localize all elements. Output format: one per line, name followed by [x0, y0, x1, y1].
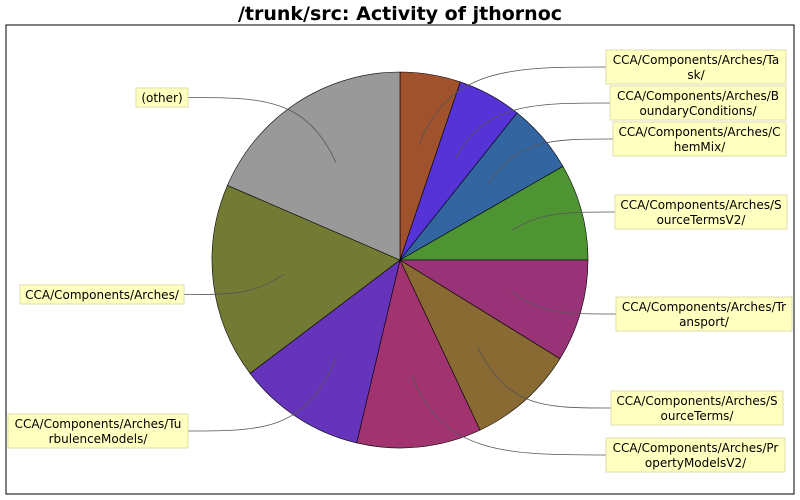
slice-label: ourceTerms/: [661, 409, 735, 423]
label-connector: [488, 138, 614, 185]
pie-slice: [227, 71, 401, 261]
slice-label: CCA/Components/Arches/B: [617, 89, 779, 103]
slice-label-box: [610, 390, 784, 426]
slice-label-box: [612, 121, 787, 157]
slice-label: CCA/Components/Arches/Tu: [15, 417, 182, 431]
plot-frame: [5, 24, 795, 495]
slice-label: CCA/Components/Arches/Tr: [622, 300, 786, 314]
slice-label: ansport/: [679, 315, 730, 329]
slice-labels: CCA/Components/Arches/Task/CCA/Component…: [7, 49, 793, 473]
slice-label: ourceTermsV2/: [657, 213, 747, 227]
slice-label: CCA/Components/Arches/Ta: [613, 53, 779, 67]
pie-slice: [398, 165, 589, 261]
slice-label: CCA/Components/Arches/: [25, 288, 180, 302]
pie-slice: [211, 184, 401, 374]
pie-slices: [211, 71, 589, 449]
label-connector: [511, 291, 617, 315]
pie-slice: [398, 259, 589, 360]
slice-label: CCA/Components/Arches/Pr: [613, 441, 779, 455]
slice-label-box: [19, 284, 185, 305]
pie-slice: [249, 259, 401, 444]
slice-label: hemMix/: [674, 140, 726, 154]
slice-label: opertyModelsV2/: [645, 456, 747, 470]
pie-slice: [399, 259, 561, 431]
slice-label-box: [7, 413, 189, 449]
slice-label-box: [615, 296, 793, 332]
slice-label: sk/: [687, 68, 705, 82]
slice-label: CCA/Components/Arches/S: [616, 394, 777, 408]
label-connector: [512, 211, 616, 231]
label-connector: [477, 346, 612, 409]
slice-label-box: [605, 49, 787, 85]
slice-label: CCA/Components/Arches/S: [620, 198, 781, 212]
label-connector: [183, 273, 285, 295]
slice-label: rbulenceModels/: [49, 432, 149, 446]
label-connector: [411, 375, 607, 456]
slice-label: (other): [141, 91, 182, 105]
slice-label-box: [135, 87, 189, 108]
slice-label-box: [614, 194, 788, 230]
chart-title: /trunk/src: Activity of jthornoc: [238, 3, 562, 25]
slice-label: oundaryConditions/: [639, 104, 757, 118]
pie-slice: [356, 259, 481, 449]
slice-label-box: [609, 85, 787, 121]
label-connector: [455, 102, 611, 158]
label-connector: [187, 357, 337, 432]
slice-label: CCA/Components/Arches/C: [618, 125, 780, 139]
label-connector: [187, 97, 337, 163]
slice-label-box: [605, 437, 786, 473]
label-connector: [418, 66, 607, 146]
label-connectors: [183, 66, 617, 456]
